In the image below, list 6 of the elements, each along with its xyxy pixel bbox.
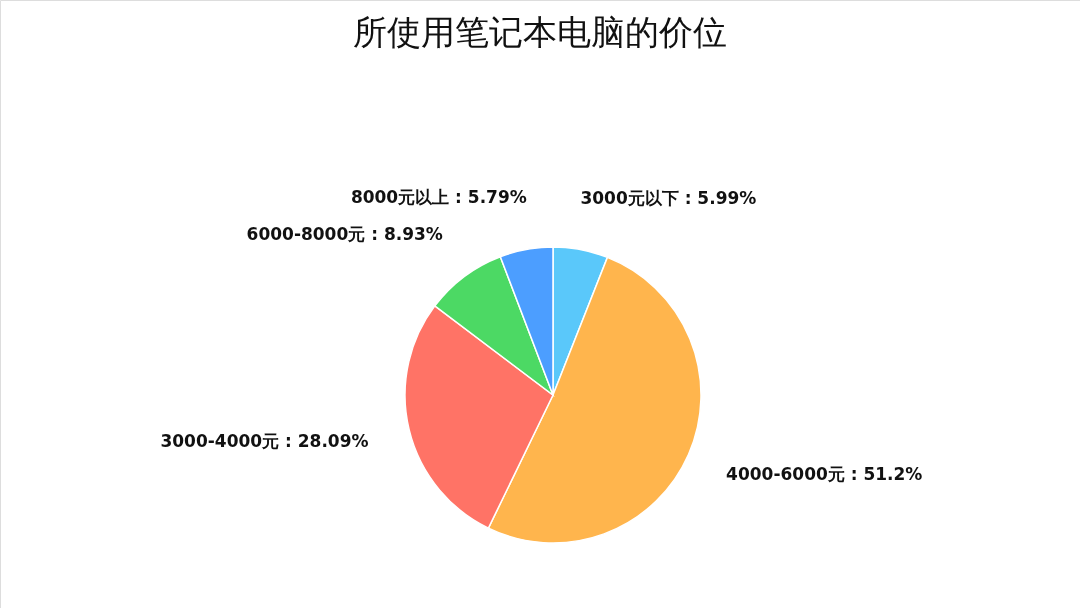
slice-label: 3000-4000元 : 28.09% bbox=[160, 430, 369, 451]
chart-title: 所使用笔记本电脑的价位 bbox=[353, 12, 727, 52]
slice-label: 4000-6000元 : 51.2% bbox=[726, 464, 923, 485]
slice-label: 6000-8000元 : 8.93% bbox=[246, 224, 443, 245]
slice-label: 3000元以下 : 5.99% bbox=[580, 187, 757, 208]
slice-label: 8000元以上 : 5.79% bbox=[350, 187, 527, 208]
